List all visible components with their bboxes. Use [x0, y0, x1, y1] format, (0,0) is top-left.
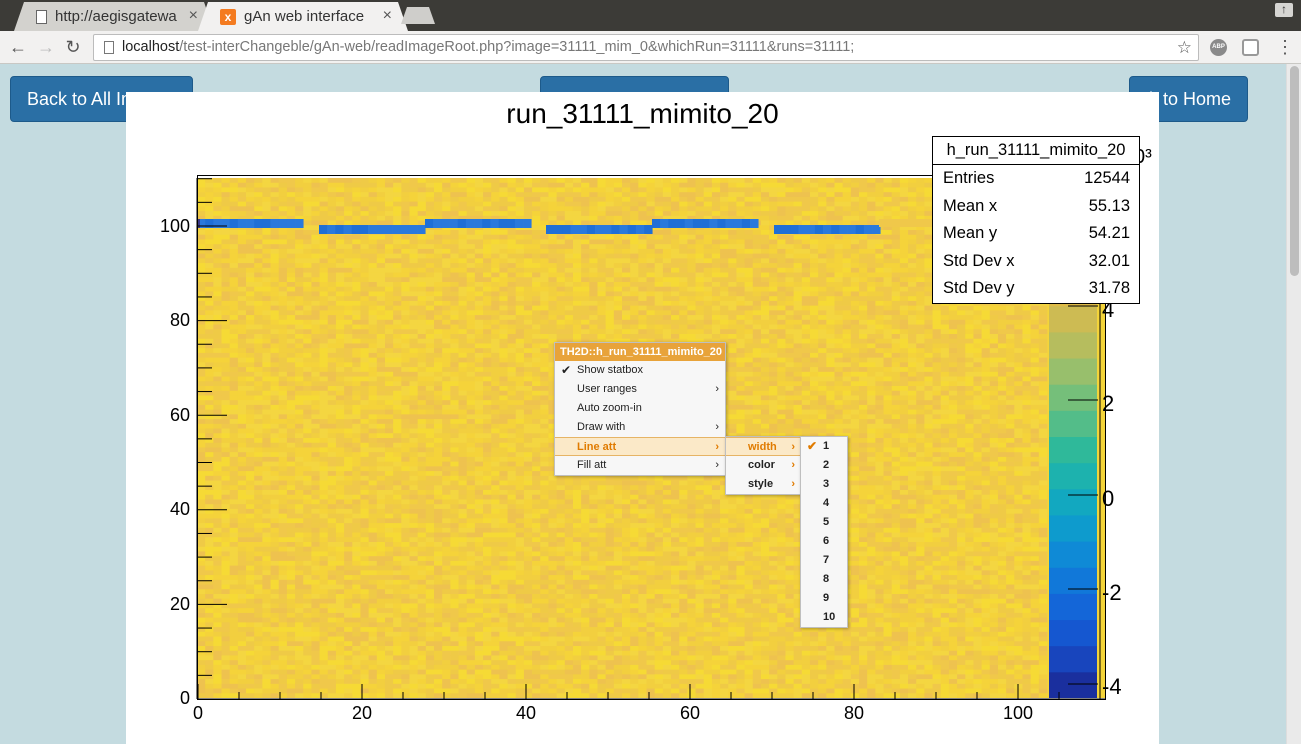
width-option-8[interactable]: 8 — [823, 573, 830, 585]
browser-toolbar: ← → ↻ localhost/test-interChangeble/gAn-… — [0, 31, 1301, 64]
check-icon: ✔ — [807, 439, 818, 453]
xampp-icon: x — [220, 8, 236, 25]
menu-item-draw-with[interactable]: Draw with › — [555, 418, 725, 437]
stats-box[interactable]: h_run_31111_mimito_20 Entries 12544 Mean … — [932, 136, 1140, 304]
menu-item-line-att[interactable]: Line att › — [555, 437, 725, 456]
x-tick-label: 100 — [1002, 703, 1034, 723]
width-option-5[interactable]: 5 — [823, 516, 830, 528]
line-att-submenu: width › color › style › — [725, 436, 802, 495]
extension-cube-icon[interactable] — [1242, 39, 1259, 56]
url-path: /test-interChangeble/gAn-web/readImageRo… — [179, 39, 855, 55]
stats-row-stddev-y: Std Dev y 31.78 — [943, 279, 1130, 297]
adblock-icon[interactable]: ABP — [1210, 39, 1227, 56]
plot-title: run_31111_mimito_20 — [506, 98, 779, 129]
menu-item-fill-att[interactable]: Fill att › — [555, 456, 725, 475]
tab-title: gAn web interface — [244, 8, 365, 25]
page-icon — [36, 9, 47, 24]
chevron-right-icon: › — [715, 421, 719, 433]
z-tick-label: 0 — [1102, 486, 1115, 511]
y-tick-label: 100 — [159, 216, 190, 236]
close-icon[interactable]: × — [188, 7, 198, 24]
width-option-7[interactable]: 7 — [823, 554, 830, 566]
back-arrow-icon[interactable]: ← — [9, 37, 27, 57]
scrollbar-thumb[interactable] — [1290, 66, 1299, 276]
chevron-right-icon: › — [791, 478, 795, 490]
z-tick-label: 2 — [1102, 391, 1115, 416]
stats-row-mean-y: Mean y 54.21 — [943, 224, 1130, 242]
tab-title: http://aegisgatewa — [55, 8, 177, 25]
chevron-right-icon: › — [791, 459, 795, 471]
y-tick-label: 60 — [169, 405, 190, 425]
browser-tabstrip: http://aegisgatewa × x gAn web interface… — [0, 0, 1301, 31]
width-option-10[interactable]: 10 — [823, 611, 836, 623]
width-option-9[interactable]: 9 — [823, 592, 830, 604]
chevron-right-icon: › — [715, 459, 719, 471]
bookmark-star-icon[interactable]: ☆ — [1176, 38, 1192, 57]
stats-title: h_run_31111_mimito_20 — [933, 137, 1139, 165]
x-tick-label: 20 — [351, 703, 373, 723]
check-icon: ✔ — [561, 363, 572, 377]
page-scrollbar[interactable] — [1286, 64, 1301, 744]
y-tick-label: 20 — [169, 594, 190, 614]
menu-item-auto-zoom-in[interactable]: Auto zoom-in — [577, 402, 642, 414]
close-icon[interactable]: × — [382, 7, 392, 24]
context-menu: TH2D::h_run_31111_mimito_20 ✔ Show statbo… — [554, 342, 726, 476]
width-option-3[interactable]: 3 — [823, 478, 830, 490]
width-option-2[interactable]: 2 — [823, 459, 830, 471]
menu-item-color[interactable]: color › — [726, 456, 801, 475]
x-tick-label: 60 — [679, 703, 701, 723]
x-tick-label: 0 — [192, 703, 203, 723]
x-tick-label: 40 — [515, 703, 537, 723]
x-tick-label: 80 — [843, 703, 865, 723]
width-option-4[interactable]: 4 — [823, 497, 830, 509]
context-menu-header: TH2D::h_run_31111_mimito_20 — [555, 343, 725, 361]
window-restore-icon[interactable]: ↑ — [1275, 3, 1293, 17]
reload-icon[interactable]: ↻ — [65, 37, 81, 57]
width-options-submenu: ✔ 1 2 3 4 5 6 7 8 9 10 — [800, 436, 848, 628]
tab-gan-web[interactable]: x gAn web interface × — [198, 2, 408, 31]
z-tick-label: -2 — [1102, 580, 1122, 605]
stats-row-entries: Entries 12544 — [943, 169, 1130, 187]
stats-row-mean-x: Mean x 55.13 — [943, 196, 1130, 215]
menu-item-show-statbox[interactable]: ✔ Show statbox — [555, 361, 725, 380]
width-option-6[interactable]: 6 — [823, 535, 830, 547]
url-host: localhost — [122, 39, 180, 55]
chevron-right-icon: › — [715, 441, 719, 453]
page-info-icon[interactable] — [104, 41, 114, 54]
width-option-1[interactable]: ✔ 1 — [801, 437, 847, 456]
stats-row-stddev-x: Std Dev x 32.01 — [943, 251, 1130, 270]
menu-item-width[interactable]: width › — [726, 437, 801, 456]
menu-item-style[interactable]: style › — [726, 475, 801, 494]
address-bar[interactable]: localhost/test-interChangeble/gAn-web/re… — [93, 34, 1199, 61]
forward-arrow-icon[interactable]: → — [37, 37, 55, 57]
menu-item-user-ranges[interactable]: User ranges › — [555, 380, 725, 399]
y-tick-label: 0 — [179, 688, 190, 708]
y-tick-label: 40 — [169, 499, 190, 519]
histogram-area[interactable] — [197, 178, 1105, 698]
chevron-right-icon: › — [715, 383, 719, 395]
y-tick-label: 80 — [169, 310, 190, 330]
root-canvas[interactable]: run_31111_mimito_20 100 80 60 40 20 0 0 … — [126, 92, 1159, 744]
tab-aegis[interactable]: http://aegisgatewa × — [14, 2, 214, 31]
z-tick-label: -4 — [1102, 674, 1122, 699]
browser-menu-icon[interactable]: ⋮ — [1276, 37, 1294, 57]
new-tab-button[interactable] — [401, 7, 435, 24]
chevron-right-icon: › — [791, 441, 795, 453]
